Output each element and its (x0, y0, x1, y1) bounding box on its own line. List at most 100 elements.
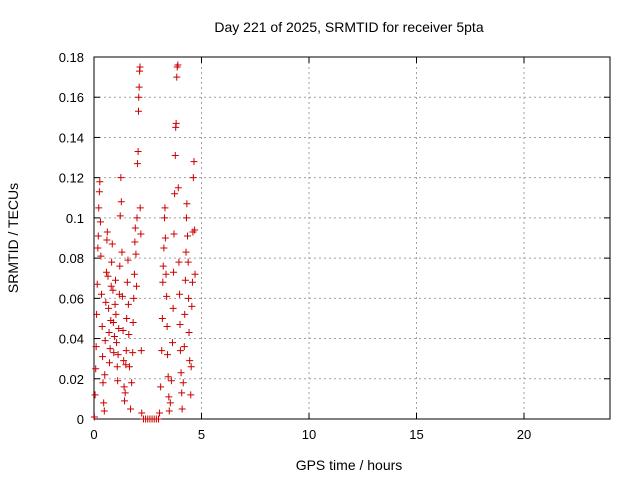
data-point (110, 349, 118, 357)
data-point (96, 218, 104, 226)
data-point (130, 294, 138, 302)
data-point (156, 409, 164, 417)
data-point (131, 238, 139, 246)
data-point (158, 347, 166, 355)
data-point (188, 278, 196, 286)
data-point (132, 250, 140, 258)
data-point (135, 107, 143, 115)
data-point (93, 310, 101, 318)
x-tick-label: 5 (198, 427, 205, 442)
data-point (163, 322, 171, 330)
data-point (103, 228, 111, 236)
data-point (122, 361, 130, 369)
data-point (120, 383, 128, 391)
data-point (187, 363, 195, 371)
data-point (181, 276, 189, 284)
data-point (120, 357, 128, 365)
data-point (166, 399, 174, 407)
data-point (118, 292, 126, 300)
data-point (177, 369, 185, 377)
data-point (104, 272, 112, 280)
y-tick-label: 0.08 (59, 251, 84, 266)
data-point (118, 248, 126, 256)
data-point (135, 83, 143, 91)
data-point (174, 184, 182, 192)
x-tick-label: 10 (302, 427, 316, 442)
data-point (121, 397, 129, 405)
data-point (170, 268, 178, 276)
data-point (175, 258, 183, 266)
y-axis-label: SRMTID / TECUs (5, 183, 21, 293)
data-point (159, 278, 167, 286)
data-point (161, 204, 169, 212)
y-tick-label: 0 (77, 412, 84, 427)
data-point (171, 190, 179, 198)
data-point (95, 204, 103, 212)
data-point (155, 415, 162, 423)
data-point (184, 258, 192, 266)
data-point (165, 407, 173, 415)
data-point (105, 304, 113, 312)
data-point (119, 327, 127, 335)
grid-lines (94, 57, 610, 419)
data-point (97, 252, 105, 260)
data-point (102, 268, 110, 276)
data-point (108, 258, 116, 266)
y-tick-label: 0.02 (59, 372, 84, 387)
data-point (170, 230, 178, 238)
data-point (129, 318, 137, 326)
data-point (109, 286, 117, 294)
data-point (115, 325, 123, 332)
data-point (158, 314, 166, 322)
data-point (137, 347, 145, 355)
data-point (117, 198, 125, 206)
data-point (108, 240, 116, 248)
data-point (129, 349, 137, 357)
data-point (96, 178, 104, 186)
data-point (103, 236, 111, 244)
data-point (101, 371, 109, 379)
data-point (163, 292, 171, 300)
data-point (184, 232, 192, 240)
data-point (98, 322, 106, 330)
data-point (159, 262, 167, 270)
data-point (190, 158, 198, 166)
data-point (137, 230, 145, 238)
data-point (92, 365, 100, 373)
y-tick-label: 0.18 (59, 50, 84, 65)
data-point (92, 343, 100, 351)
data-point (182, 214, 190, 222)
data-point (191, 270, 199, 278)
y-tick-label: 0.14 (59, 130, 84, 145)
data-point (121, 389, 129, 397)
data-point (188, 302, 196, 310)
data-point (91, 391, 99, 399)
data-point (173, 73, 181, 81)
y-tick-label: 0.04 (59, 332, 84, 347)
data-point (136, 204, 144, 212)
data-point (181, 310, 189, 318)
data-point (114, 377, 122, 385)
data-point (117, 174, 125, 182)
data-point (189, 174, 197, 182)
data-point (138, 409, 146, 417)
data-point (94, 232, 102, 240)
data-point (164, 351, 172, 359)
data-points (90, 61, 199, 423)
x-tick-label: 15 (409, 427, 423, 442)
data-point (102, 298, 110, 306)
data-point (105, 359, 113, 367)
data-point (128, 379, 136, 387)
axis-ticks: 0 5 10 15 20 0 0.02 0.04 0.06 0.08 0.1 0.12 0.14 0.16… (59, 50, 610, 442)
data-point (133, 214, 141, 222)
data-point (176, 320, 184, 328)
data-point (110, 333, 118, 341)
data-point (174, 61, 182, 69)
data-point (124, 256, 132, 264)
data-point (112, 276, 119, 284)
data-point (94, 244, 102, 252)
data-point (185, 294, 193, 302)
data-point (106, 345, 114, 353)
data-point (134, 148, 142, 156)
